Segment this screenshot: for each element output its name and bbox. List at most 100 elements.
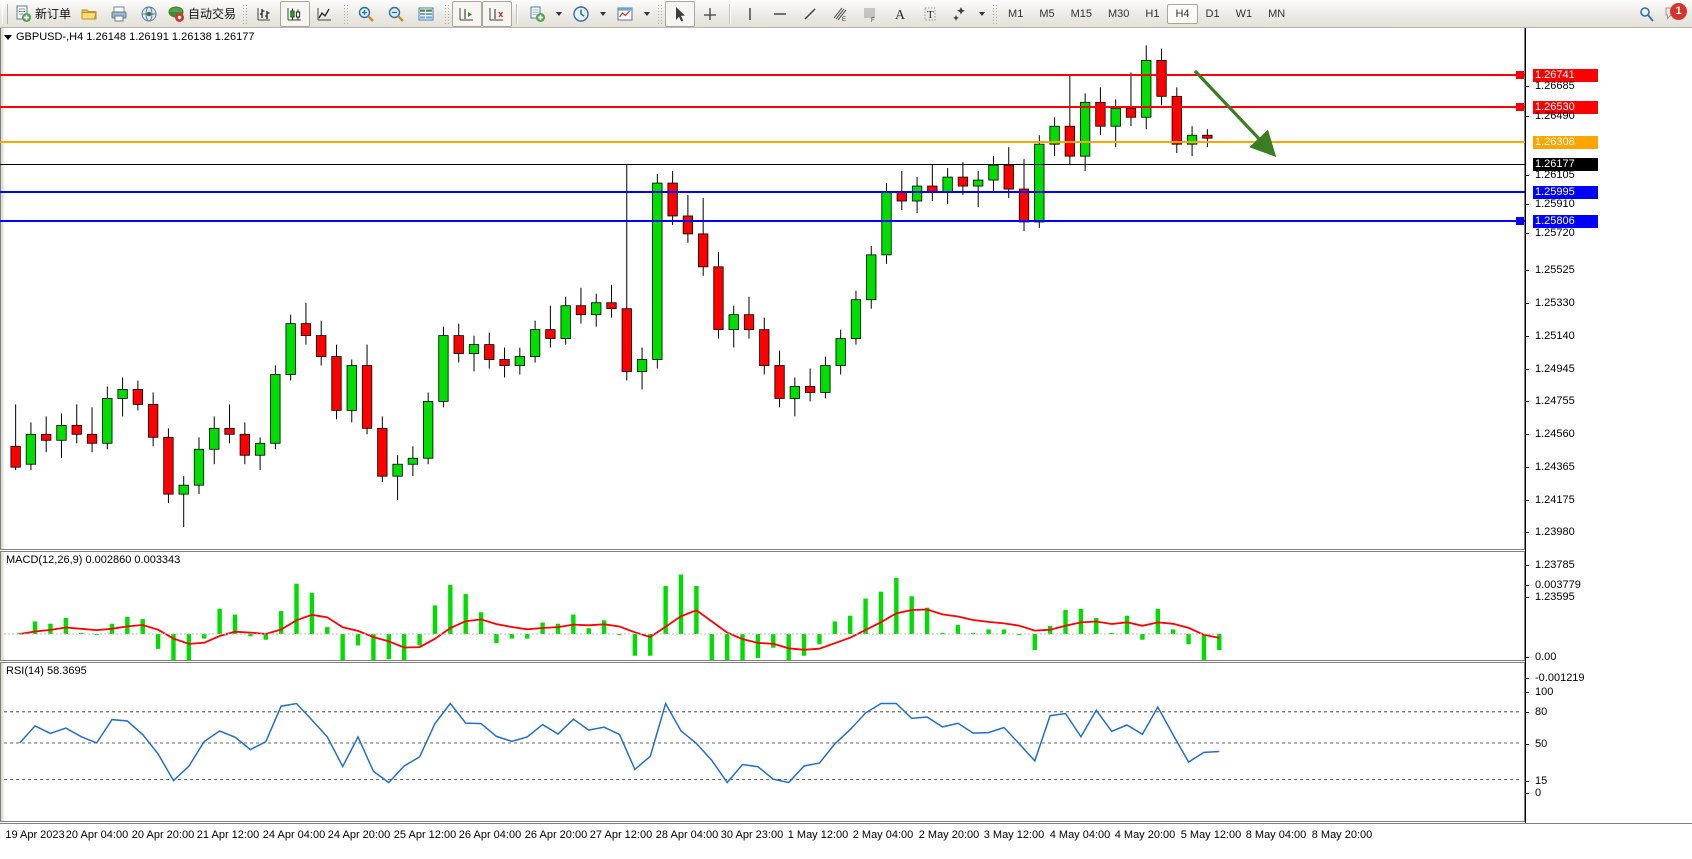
macd-histogram-bar <box>63 617 69 634</box>
timeframe-m5[interactable]: M5 <box>1039 7 1055 20</box>
timeframe-m1[interactable]: M1 <box>1008 7 1024 20</box>
price-scale-label-2[interactable]: 1.26530 <box>1533 101 1598 114</box>
cursor-button[interactable] <box>665 0 696 27</box>
pane-grip-macd[interactable] <box>1 552 4 660</box>
chart-shift-button[interactable] <box>452 0 483 27</box>
auto-scroll-button[interactable] <box>482 0 513 27</box>
level-line-support-2[interactable] <box>0 220 1525 222</box>
price-pane[interactable] <box>0 28 1525 550</box>
shapes-dropdown-caret[interactable] <box>979 11 986 16</box>
indicators-dropdown-caret[interactable] <box>644 11 651 16</box>
folder-button[interactable] <box>74 1 104 27</box>
price-scale-label-8[interactable]: 1.25995 <box>1533 186 1598 199</box>
timeframe-w1[interactable]: W1 <box>1235 7 1253 20</box>
level-line-support-1[interactable] <box>0 191 1525 193</box>
price-scale-label-4[interactable]: 1.26308 <box>1533 136 1598 149</box>
chart-menu-arrow-icon[interactable] <box>4 34 12 40</box>
pane-grip-rsi[interactable] <box>1 663 4 821</box>
candle-body <box>56 424 67 441</box>
timeframe-d1[interactable]: D1 <box>1205 7 1220 20</box>
time-axis-label-20: 8 May 20:00 <box>1311 829 1373 841</box>
candle-body <box>407 457 419 465</box>
candle-body <box>71 424 82 435</box>
trendline-button[interactable] <box>795 1 825 27</box>
candlestick-chart-button[interactable] <box>280 0 311 27</box>
notifications-button[interactable]: 1 <box>1664 2 1687 24</box>
macd-histogram-bar <box>432 605 438 634</box>
text-button[interactable]: A <box>885 1 915 27</box>
level-line-resistance-2[interactable] <box>0 74 1525 76</box>
macd-histogram-bar <box>847 615 853 634</box>
down-trend-arrow[interactable] <box>1185 63 1305 173</box>
candle-body <box>331 356 342 411</box>
price-scale-label-6[interactable]: 1.26177 <box>1533 158 1598 171</box>
line-chart-button[interactable] <box>310 1 340 27</box>
bar-chart-button[interactable] <box>250 1 280 27</box>
chart-area[interactable]: GBPUSD-,H4 1.26148 1.26191 1.26138 1.261… <box>0 28 1692 859</box>
main-toolbar: 新订单 自动交易 <box>0 0 1692 28</box>
pane-grip-price[interactable] <box>1 28 4 549</box>
search-icon[interactable] <box>1638 5 1656 23</box>
templates-dropdown-caret[interactable] <box>556 11 563 16</box>
zoom-out-button[interactable] <box>381 1 411 27</box>
timeframe-m30[interactable]: M30 <box>1108 7 1130 20</box>
level-line-pivot[interactable] <box>0 141 1525 143</box>
zoom-in-button[interactable] <box>351 1 381 27</box>
rsi-pane[interactable]: RSI(14) 58.3695 <box>0 662 1525 822</box>
cursor-icon <box>676 6 686 21</box>
time-axis-label-13: 2 May 04:00 <box>852 829 914 841</box>
timeframe-h1[interactable]: H1 <box>1145 7 1160 20</box>
level-handle-support-2[interactable] <box>1516 217 1524 225</box>
price-tick <box>1525 597 1529 598</box>
level-line-resistance-1[interactable] <box>0 106 1525 108</box>
channel-button[interactable]: E <box>825 1 855 27</box>
macd-histogram-bar <box>940 632 945 634</box>
horizontal-line-button[interactable] <box>765 1 795 27</box>
price-tick <box>1525 781 1529 782</box>
vertical-line-button[interactable] <box>735 1 765 27</box>
indicators-button[interactable] <box>610 1 640 27</box>
templates-button[interactable] <box>522 1 552 27</box>
price-scale-label-7: 1.26105 <box>1535 169 1575 181</box>
time-axis-label-4: 24 Apr 04:00 <box>262 829 326 841</box>
price-tick <box>1525 233 1529 234</box>
price-tick <box>1525 369 1529 370</box>
macd-histogram-bar <box>648 634 653 656</box>
rsi-header: RSI(14) 58.3695 <box>6 665 87 677</box>
data-window-button[interactable] <box>411 1 441 27</box>
print-button[interactable] <box>104 1 134 27</box>
label-button[interactable]: T <box>915 1 945 27</box>
crosshair-button[interactable] <box>695 1 725 27</box>
price-scale-label-10[interactable]: 1.25806 <box>1533 215 1598 228</box>
candle-body <box>774 365 785 399</box>
indicators-icon <box>617 7 633 20</box>
globe-button[interactable] <box>134 1 164 27</box>
auto-trading-button[interactable]: 自动交易 <box>164 1 239 27</box>
fibonacci-button[interactable]: F <box>855 1 885 27</box>
timeframe-h4[interactable]: H4 <box>1167 3 1198 24</box>
shapes-button[interactable] <box>945 1 975 27</box>
candle-body <box>1095 101 1106 127</box>
candle-body <box>10 445 21 468</box>
text-icon: A <box>895 8 906 23</box>
period-button[interactable] <box>566 1 596 27</box>
timeframe-mn[interactable]: MN <box>1268 7 1286 20</box>
toolbar-grip[interactable] <box>2 3 8 24</box>
macd-histogram-bar <box>94 634 99 636</box>
macd-scale-label-0: 0.003779 <box>1535 579 1581 591</box>
new-order-button[interactable]: 新订单 <box>11 1 74 27</box>
timeframe-m15[interactable]: M15 <box>1070 7 1092 20</box>
time-axis-label-15: 3 May 12:00 <box>983 829 1045 841</box>
price-scale-label-0[interactable]: 1.26741 <box>1533 69 1598 82</box>
price-scale[interactable]: 1.26741 1.26685 1.26530 1.26490 1.26308 1.261… <box>1525 28 1692 858</box>
candle-body <box>514 356 525 366</box>
level-handle-resistance-2[interactable] <box>1516 71 1524 79</box>
price-scale-label-17: 1.24560 <box>1535 428 1575 440</box>
macd-pane[interactable]: MACD(12,26,9) 0.002860 0.003343 <box>0 551 1525 661</box>
auto-scroll-icon <box>489 7 504 20</box>
candle-body <box>835 338 846 366</box>
candle-body <box>591 302 602 316</box>
period-dropdown-caret[interactable] <box>600 11 607 16</box>
level-handle-resistance-1[interactable] <box>1516 103 1524 111</box>
time-axis[interactable]: 19 Apr 2023 20 Apr 04:00 20 Apr 20:00 21 Ap… <box>0 823 1692 859</box>
